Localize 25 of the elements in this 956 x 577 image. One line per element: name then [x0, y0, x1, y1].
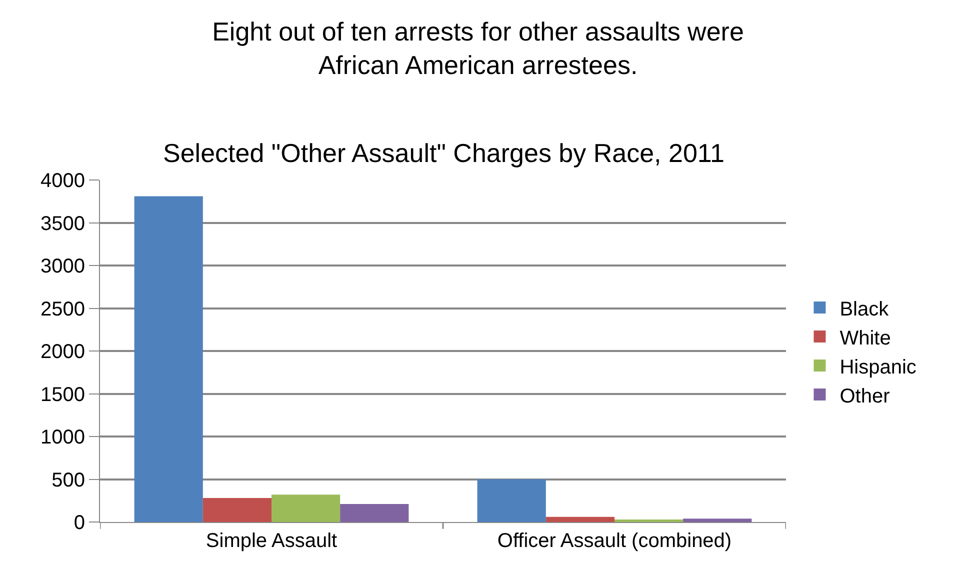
- y-tick-label: 3500: [40, 212, 85, 235]
- legend-label: White: [840, 327, 891, 350]
- y-tick-label: 4000: [40, 170, 85, 192]
- x-tick-label: Officer Assault (combined): [497, 530, 732, 552]
- bar: [134, 196, 203, 522]
- legend-label: Other: [840, 385, 890, 408]
- y-tick-label: 0: [74, 512, 85, 534]
- legend-label: Black: [840, 298, 890, 320]
- y-tick-label: 2000: [40, 341, 85, 363]
- bar: [546, 516, 614, 522]
- bar: [477, 479, 546, 522]
- y-tick-label: 1500: [40, 384, 85, 406]
- y-tick-label: 1000: [40, 426, 85, 448]
- chart-subtitle: Selected "Other Assault" Charges by Race, 2011: [163, 138, 724, 168]
- legend-label: Hispanic: [840, 356, 916, 378]
- bar: [340, 504, 409, 522]
- chart-title: Eight out of ten arrests for other assaults were African American arrestees.: [212, 16, 744, 80]
- bar: [614, 519, 684, 522]
- bar: [272, 494, 340, 522]
- y-tick-label: 500: [52, 469, 85, 492]
- y-tick-label: 3000: [40, 256, 85, 278]
- y-tick-label: 2500: [40, 298, 85, 320]
- bar: [202, 498, 272, 522]
- bar: [683, 518, 752, 522]
- x-tick-label: Simple Assault: [206, 530, 338, 552]
